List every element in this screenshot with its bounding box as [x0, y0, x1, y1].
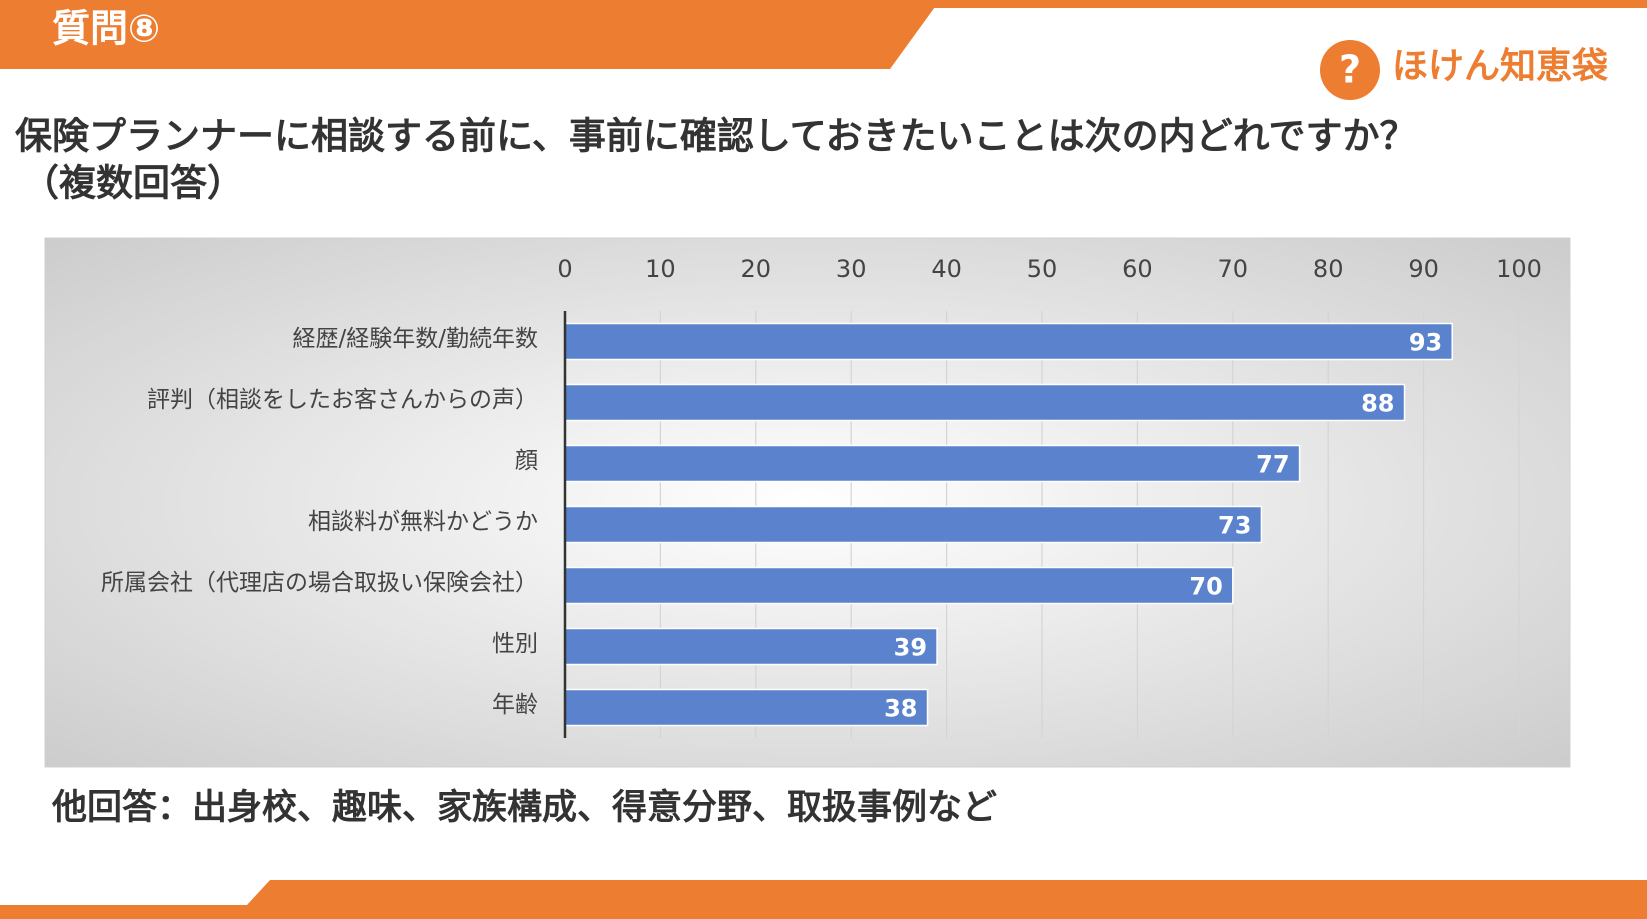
logo-text: ほけん知恵袋 [1392, 46, 1608, 87]
x-tick-label: 90 [1408, 255, 1439, 283]
value-label: 77 [1256, 451, 1289, 479]
bar [564, 505, 1263, 544]
bar [564, 322, 1453, 361]
chart-note: 他回答：出身校、趣味、家族構成、得意分野、取扱事例など [51, 788, 997, 828]
y-tick-label: 相談料が無料かどうか [308, 509, 538, 535]
value-label: 73 [1218, 512, 1251, 540]
value-label: 39 [894, 634, 927, 662]
value-label: 38 [884, 695, 917, 723]
value-label: 70 [1189, 573, 1222, 601]
y-tick-label: 顔 [515, 448, 538, 474]
y-tick-label: 評判（相談をしたお客さんからの声） [147, 387, 538, 413]
bar [564, 383, 1406, 422]
x-tick-label: 40 [931, 255, 962, 283]
value-label: 93 [1409, 329, 1442, 357]
logo-icon-mark: ? [1339, 48, 1361, 92]
chart-title: 保険プランナーに相談する前に、事前に確認しておきたいことは次の内どれですか？ [15, 115, 1417, 158]
x-tick-label: 10 [645, 255, 676, 283]
x-tick-label: 70 [1218, 255, 1249, 283]
x-tick-label: 80 [1313, 255, 1344, 283]
y-tick-label: 所属会社（代理店の場合取扱い保険会社） [101, 570, 538, 596]
plot: 0 10 20 30 40 50 60 70 80 90 100 経歴/経験年数/勤続年数 93 評判（相… [101, 255, 1542, 738]
bar [564, 444, 1301, 483]
y-tick-label: 性別 [492, 631, 538, 657]
x-tick-label: 20 [741, 255, 772, 283]
x-tick-label: 50 [1027, 255, 1058, 283]
x-tick-label: 0 [557, 255, 572, 283]
x-tick-label: 100 [1496, 255, 1542, 283]
header-label: 質問⑧ [52, 7, 160, 51]
bar [564, 688, 929, 727]
x-tick-label: 30 [836, 255, 867, 283]
header-band [0, 0, 940, 69]
logo-icon [1320, 40, 1380, 100]
chart-subtitle: （複数回答） [22, 162, 244, 205]
x-tick-label: 60 [1122, 255, 1153, 283]
value-label: 88 [1361, 390, 1394, 418]
y-tick-label: 年齢 [492, 692, 538, 718]
plot-frame [44, 237, 1571, 768]
bar [564, 627, 938, 666]
footer-band [0, 880, 1647, 919]
bar [564, 566, 1234, 605]
logo: ? ほけん知恵袋 [1320, 40, 1608, 100]
y-tick-label: 経歴/経験年数/勤続年数 [293, 326, 539, 352]
